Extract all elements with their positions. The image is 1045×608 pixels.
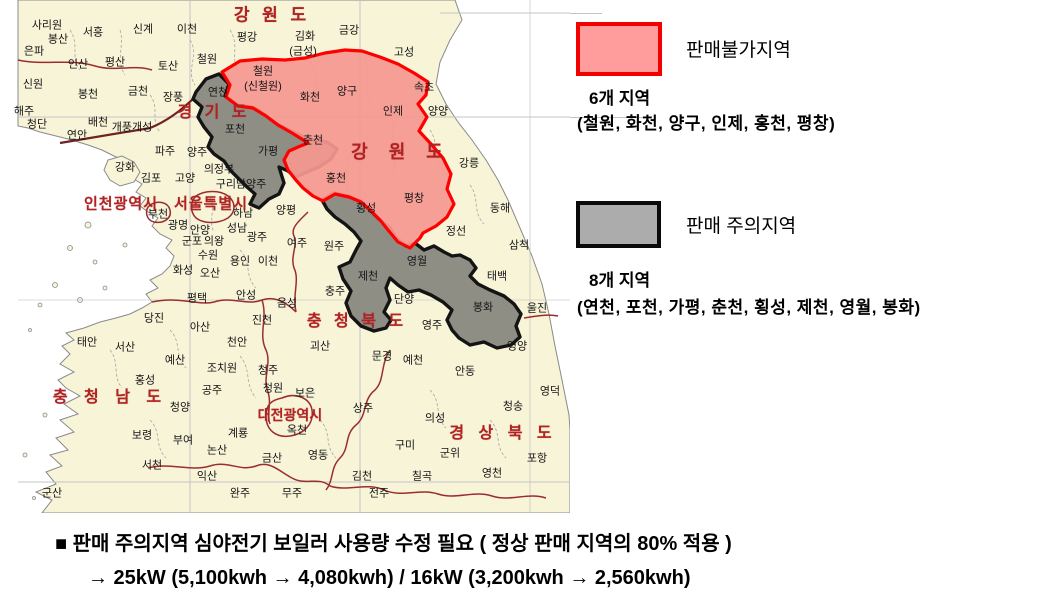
caution-region-south (320, 191, 523, 350)
island-ganghwa (103, 155, 141, 187)
korea-map: 사리원 봉산 서흥 신계 이천 평강 은파 인산 평산 토산 철원 신원 봉천 금천 장풍 김화 (금성) 금강 고… (0, 0, 570, 513)
no-sale-title: 판매불가지역 (686, 40, 791, 61)
no-sale-region-list: (철원, 화천, 양구, 인제, 홍천, 평창) (577, 114, 836, 133)
small-islands (22, 221, 128, 500)
caution-title: 판매 주의지역 (686, 216, 797, 237)
no-sale-swatch (576, 22, 662, 76)
korea-map-svg (0, 0, 570, 513)
gridline-extension-mid (570, 117, 648, 118)
land (17, 0, 570, 513)
caution-count: 8개 지역 (589, 271, 651, 290)
caution-region-list: (연천, 포천, 가평, 춘천, 횡성, 제천, 영월, 봉화) (577, 298, 921, 317)
note-usage-correction: ■ 판매 주의지역 심야전기 보일러 사용량 수정 필요 ( 정상 판매 지역의… (55, 533, 732, 555)
note-kwh-values: → 25kW (5,100kwh → 4,080kwh) / 16kW (3,2… (88, 567, 691, 589)
no-sale-region (220, 48, 456, 250)
no-sale-count: 6개 지역 (589, 89, 651, 108)
province-boundaries (17, 59, 559, 499)
caution-swatch (576, 201, 661, 248)
gridline-extension-top (570, 13, 602, 14)
